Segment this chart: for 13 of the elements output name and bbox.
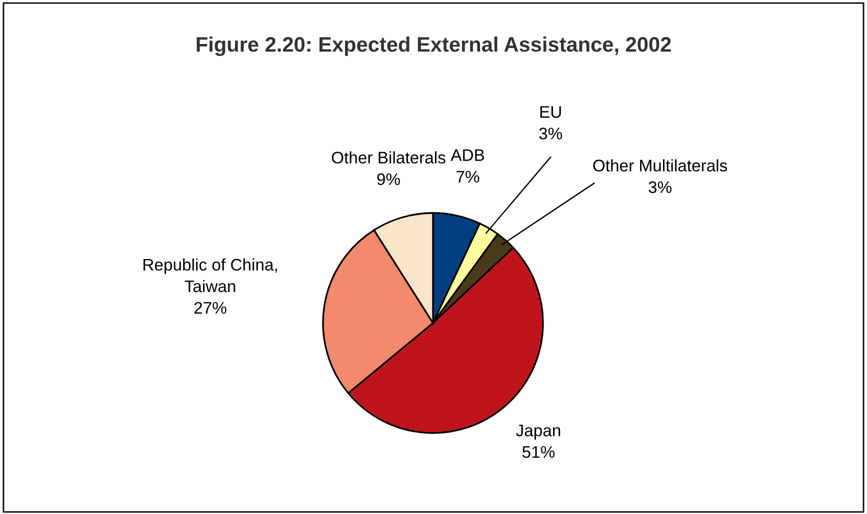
data-label: 7% — [456, 170, 480, 183]
slice-label: ADB — [450, 149, 484, 161]
data-label: 27% — [194, 302, 226, 314]
data-label: 9% — [377, 173, 400, 186]
data-label: 3% — [539, 128, 562, 140]
chart-title: Figure 2.20: Expected External Assistance, 2002 — [196, 36, 671, 56]
slice-label: Japan — [516, 424, 560, 440]
slice-label: Other Multilaterals — [593, 159, 728, 172]
data-label: 3% — [648, 181, 672, 194]
slice-label: Republic of China, Taiwan — [144, 258, 277, 292]
slice-label: EU — [540, 106, 561, 118]
slice-label: Other Bilaterals — [332, 151, 446, 164]
data-label: 51% — [522, 446, 555, 458]
